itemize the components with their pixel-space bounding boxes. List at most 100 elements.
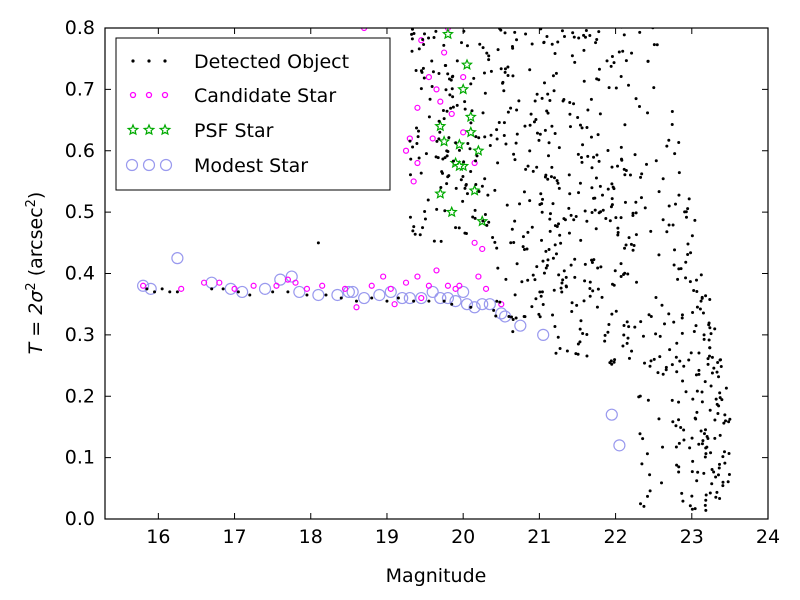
detected-object-point (426, 198, 430, 202)
detected-object-point (580, 160, 584, 164)
detected-object-point (411, 229, 415, 233)
detected-object-point (639, 196, 643, 200)
detected-object-point (695, 410, 699, 414)
detected-object-point (619, 75, 623, 79)
detected-object-point (600, 19, 603, 22)
detected-object-point (691, 397, 695, 401)
detected-object-point (504, 277, 508, 281)
detected-object-point (675, 370, 679, 374)
detected-object-point (498, 300, 502, 304)
detected-object-point (551, 13, 554, 16)
detected-object-point (594, 41, 598, 45)
detected-object-point (687, 358, 691, 362)
detected-object-point (708, 346, 712, 350)
detected-object-point (507, 13, 510, 16)
detected-object-point (703, 380, 707, 384)
detected-object-point (701, 311, 705, 315)
detected-object-point (632, 244, 636, 248)
detected-object-point (677, 465, 681, 469)
detected-object-point (418, 233, 422, 237)
detected-object-point (684, 390, 688, 394)
detected-object-point (547, 141, 551, 145)
detected-object-point (474, 135, 478, 139)
candidate-star-point (482, 285, 490, 292)
detected-object-point (670, 363, 674, 367)
detected-object-point (417, 47, 421, 51)
detected-object-point (221, 287, 225, 291)
detected-object-point (634, 233, 638, 237)
detected-object-point (716, 361, 720, 365)
detected-object-point (528, 199, 532, 203)
detected-object-point (554, 351, 558, 355)
detected-object-point (488, 8, 491, 11)
detected-object-point (591, 289, 595, 293)
candidate-star-point (402, 147, 410, 154)
detected-object-point (728, 417, 732, 421)
modest-star-point (457, 285, 470, 299)
detected-object-point (686, 242, 690, 246)
detected-object-point (557, 222, 561, 226)
detected-object-point (543, 175, 547, 179)
legend-label-modest: Modest Star (194, 155, 308, 177)
detected-object-point (538, 290, 542, 294)
x-tick-label: 23 (680, 526, 704, 548)
detected-object-point (633, 153, 637, 157)
detected-object-point (481, 46, 485, 50)
modest-star-point (613, 439, 626, 452)
detected-object-point (721, 455, 725, 459)
detected-object-point (445, 109, 449, 113)
detected-object-point (588, 294, 592, 298)
detected-object-point (528, 123, 532, 127)
candidate-star-point (425, 282, 432, 289)
detected-object-point (695, 479, 699, 483)
detected-object-point (609, 64, 613, 68)
detected-object-point (607, 86, 611, 90)
psf-star-point (464, 125, 477, 138)
detected-object-point (509, 106, 513, 110)
detected-object-point (612, 360, 616, 364)
detected-object-point (506, 74, 510, 78)
detected-object-point (549, 175, 553, 179)
detected-object-point (572, 218, 576, 222)
detected-object-point (598, 184, 602, 188)
detected-object-point (434, 29, 438, 33)
detected-object-point (524, 167, 528, 171)
detected-object-point (691, 310, 695, 314)
detected-object-point (494, 314, 498, 318)
detected-object-point (417, 156, 421, 160)
detected-object-point (153, 290, 157, 294)
detected-object-point (428, 97, 432, 101)
detected-object-point (541, 197, 545, 201)
detected-object-point (691, 459, 695, 463)
detected-object-point (568, 192, 572, 196)
detected-object-point (706, 362, 710, 366)
detected-object-point (630, 51, 634, 55)
modest-star-point (342, 285, 355, 299)
detected-object-point (487, 54, 491, 58)
detected-object-point (627, 325, 631, 329)
detected-object-point (551, 256, 555, 260)
detected-object-point (558, 21, 561, 24)
detected-object-point (715, 370, 719, 374)
detected-object-point (673, 202, 677, 206)
detected-object-point (562, 269, 566, 273)
detected-object-point (658, 334, 662, 338)
detected-object-point (483, 177, 487, 181)
detected-object-point (485, 223, 489, 227)
candidate-star-point (178, 285, 185, 292)
detected-object-point (656, 371, 660, 375)
detected-object-point (485, 51, 489, 55)
detected-object-point (599, 13, 602, 16)
detected-object-point (562, 217, 566, 221)
detected-object-point (509, 241, 513, 245)
detected-object-point (614, 216, 618, 220)
detected-object-point (619, 262, 623, 266)
detected-object-point (610, 362, 614, 366)
detected-object-point (715, 490, 719, 494)
detected-object-point (648, 489, 652, 493)
detected-object-point (682, 438, 686, 442)
detected-object-point (413, 232, 417, 236)
detected-object-point (699, 299, 703, 303)
detected-object-point (676, 277, 680, 281)
legend-psf-star-icon (142, 123, 156, 136)
